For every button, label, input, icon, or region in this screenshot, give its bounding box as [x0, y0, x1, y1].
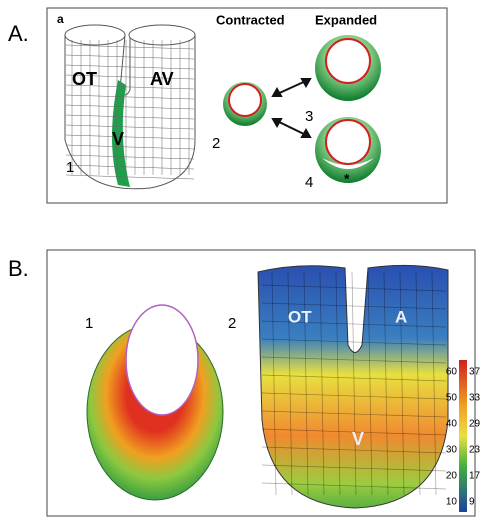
region-label: OT — [288, 307, 312, 326]
tube-mesh — [65, 25, 195, 189]
colorbar-label: 60 — [446, 367, 458, 378]
colorbar — [459, 360, 467, 512]
colorbar-label: 50 — [446, 393, 458, 404]
region-label: V — [112, 129, 124, 149]
region-label: A — [395, 307, 407, 326]
state-header: Expanded — [315, 12, 377, 27]
tube-opening — [65, 25, 125, 45]
region-label: AV — [150, 69, 174, 89]
ring-lumen — [126, 305, 198, 415]
colorbar-label: 33 — [469, 393, 481, 404]
sublabel: a — [57, 12, 64, 26]
figure: A. a OT AV V 1 Contracted Expanded 2 3 4… — [0, 0, 483, 523]
colorbar-label: 9 — [469, 497, 475, 508]
colorbar-label: 37 — [469, 367, 481, 378]
lumen — [326, 39, 370, 83]
colorbar-label: 30 — [446, 445, 458, 456]
lumen — [229, 84, 261, 116]
state-header: Contracted — [216, 12, 285, 27]
colorbar-label: 23 — [469, 445, 481, 456]
number: 3 — [305, 108, 313, 125]
colorbar-label: 40 — [446, 419, 458, 430]
number: 2 — [228, 315, 236, 332]
marker: * — [344, 171, 350, 187]
colorbar-label: 20 — [446, 471, 458, 482]
panel-label: B. — [8, 256, 29, 281]
lumen — [326, 120, 370, 164]
region-label: OT — [72, 69, 97, 89]
number: 1 — [85, 315, 93, 332]
colorbar-label: 17 — [469, 471, 481, 482]
number: 2 — [212, 135, 220, 152]
number: 1 — [66, 159, 74, 176]
colorbar-label: 29 — [469, 419, 481, 430]
number: 4 — [305, 174, 313, 191]
colorbar-label: 10 — [446, 497, 458, 508]
panel-label: A. — [8, 21, 29, 46]
region-label: V — [352, 429, 364, 449]
